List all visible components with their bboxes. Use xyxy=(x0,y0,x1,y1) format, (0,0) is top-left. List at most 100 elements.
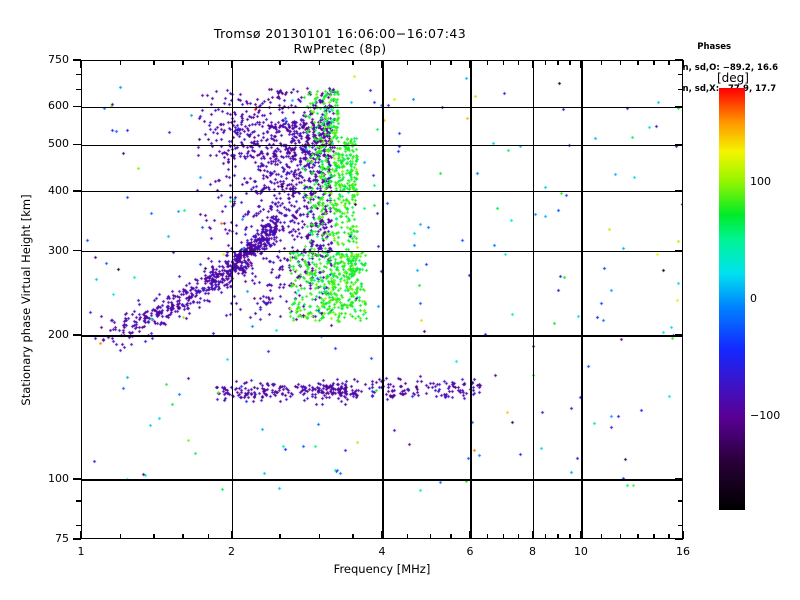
gridline-vertical xyxy=(470,61,472,538)
x-tick-minor-top xyxy=(207,60,210,65)
x-tick-major xyxy=(469,531,471,539)
y-tick-label: 500 xyxy=(48,137,69,151)
x-tick-minor xyxy=(406,534,409,539)
x-tick-major-top xyxy=(381,60,383,68)
x-tick-minor xyxy=(517,534,520,539)
x-tick-label: 10 xyxy=(573,545,588,558)
x-tick-label: 8 xyxy=(529,545,536,558)
colorbar-unit-label: [deg] xyxy=(717,71,749,85)
x-tick-minor-top xyxy=(182,60,184,65)
y-tick-major-right xyxy=(675,478,683,480)
y-tick-minor-right xyxy=(678,89,683,91)
y-tick-major xyxy=(73,478,81,480)
x-tick-minor-top xyxy=(557,60,559,65)
x-tick-minor-top xyxy=(153,60,155,65)
scatter-plot-area xyxy=(81,60,683,539)
y-tick-minor xyxy=(76,89,81,91)
x-tick-minor-top xyxy=(429,60,432,65)
x-tick-minor-top xyxy=(352,60,354,65)
phase-statistics-heading: Phases xyxy=(697,42,732,52)
y-tick-major xyxy=(73,105,81,108)
x-tick-minor-top xyxy=(653,60,655,65)
y-tick-major-right xyxy=(675,105,683,108)
x-tick-minor xyxy=(279,534,281,539)
x-axis-title: Frequency [MHz] xyxy=(333,562,431,576)
y-tick-minor-right xyxy=(678,524,683,527)
y-tick-minor xyxy=(76,73,81,76)
x-tick-label: 6 xyxy=(466,545,474,558)
colorbar-gradient xyxy=(719,88,745,510)
x-tick-minor xyxy=(182,534,184,539)
x-tick-minor-top xyxy=(279,60,281,65)
x-tick-minor xyxy=(450,534,452,539)
y-tick-label: 400 xyxy=(48,183,69,197)
x-tick-major-top xyxy=(682,60,684,68)
x-tick-major-top xyxy=(80,60,82,68)
y-tick-minor-right xyxy=(678,500,683,502)
x-tick-major-top xyxy=(531,60,534,68)
x-tick-minor xyxy=(637,534,639,539)
y-tick-major xyxy=(73,538,81,540)
x-tick-minor-top xyxy=(486,60,489,65)
y-tick-major-right xyxy=(675,59,683,61)
y-tick-minor-right xyxy=(678,73,683,76)
x-tick-label: 4 xyxy=(378,545,386,558)
x-tick-minor-top xyxy=(569,60,571,65)
gridline-vertical xyxy=(382,61,384,538)
gridline-horizontal xyxy=(82,191,682,193)
x-tick-major xyxy=(682,531,684,539)
x-tick-minor xyxy=(486,534,489,539)
gridline-horizontal xyxy=(82,250,682,253)
y-tick-major-right xyxy=(675,334,683,336)
x-tick-minor xyxy=(153,534,155,539)
x-tick-minor xyxy=(653,534,655,539)
x-tick-minor xyxy=(352,534,354,539)
y-tick-label: 750 xyxy=(48,53,69,66)
plot-title-line2: RwPretec (8p) xyxy=(293,41,387,56)
x-tick-minor-top xyxy=(502,60,505,65)
x-tick-minor-top xyxy=(637,60,639,65)
y-tick-minor xyxy=(76,500,81,502)
y-tick-major-right xyxy=(675,538,683,540)
y-tick-major xyxy=(73,59,81,61)
x-tick-major-top xyxy=(230,60,233,68)
colorbar-tick-label: 0 xyxy=(750,292,757,305)
x-tick-minor xyxy=(619,534,622,539)
y-tick-major xyxy=(73,189,81,192)
y-tick-minor xyxy=(76,524,81,527)
y-tick-label: 300 xyxy=(48,243,69,257)
y-tick-major xyxy=(73,143,81,146)
y-tick-label: 600 xyxy=(48,99,69,113)
x-tick-minor xyxy=(429,534,432,539)
x-tick-minor-top xyxy=(406,60,409,65)
y-axis-title: Stationary phase Virtual Height [km] xyxy=(19,194,33,406)
x-tick-label: 16 xyxy=(676,545,690,558)
gridline-horizontal xyxy=(82,479,682,481)
x-tick-minor xyxy=(544,534,547,539)
y-tick-major-right xyxy=(675,189,683,192)
x-tick-minor xyxy=(207,534,210,539)
x-tick-major xyxy=(580,531,582,539)
plot-title: Tromsø 20130101 16:06:00−16:07:43 RwPret… xyxy=(0,26,680,56)
x-tick-minor xyxy=(502,534,505,539)
gridline-vertical xyxy=(532,61,535,538)
x-tick-minor-top xyxy=(544,60,547,65)
x-tick-major xyxy=(230,531,233,539)
x-tick-label: 1 xyxy=(77,545,85,558)
x-tick-major xyxy=(531,531,534,539)
colorbar xyxy=(719,88,745,510)
y-tick-label: 200 xyxy=(48,327,69,341)
x-tick-minor xyxy=(318,534,321,539)
x-tick-minor-top xyxy=(668,60,670,65)
y-tick-label: 100 xyxy=(48,472,69,486)
gridline-horizontal xyxy=(82,144,682,147)
x-tick-minor xyxy=(119,534,122,539)
y-tick-label: 75 xyxy=(55,532,69,545)
x-tick-major xyxy=(80,531,82,539)
colorbar-tick-label: 100 xyxy=(750,174,771,188)
y-tick-major-right xyxy=(675,249,683,252)
x-tick-minor-top xyxy=(600,60,603,65)
x-tick-minor xyxy=(557,534,559,539)
x-tick-minor-top xyxy=(119,60,122,65)
